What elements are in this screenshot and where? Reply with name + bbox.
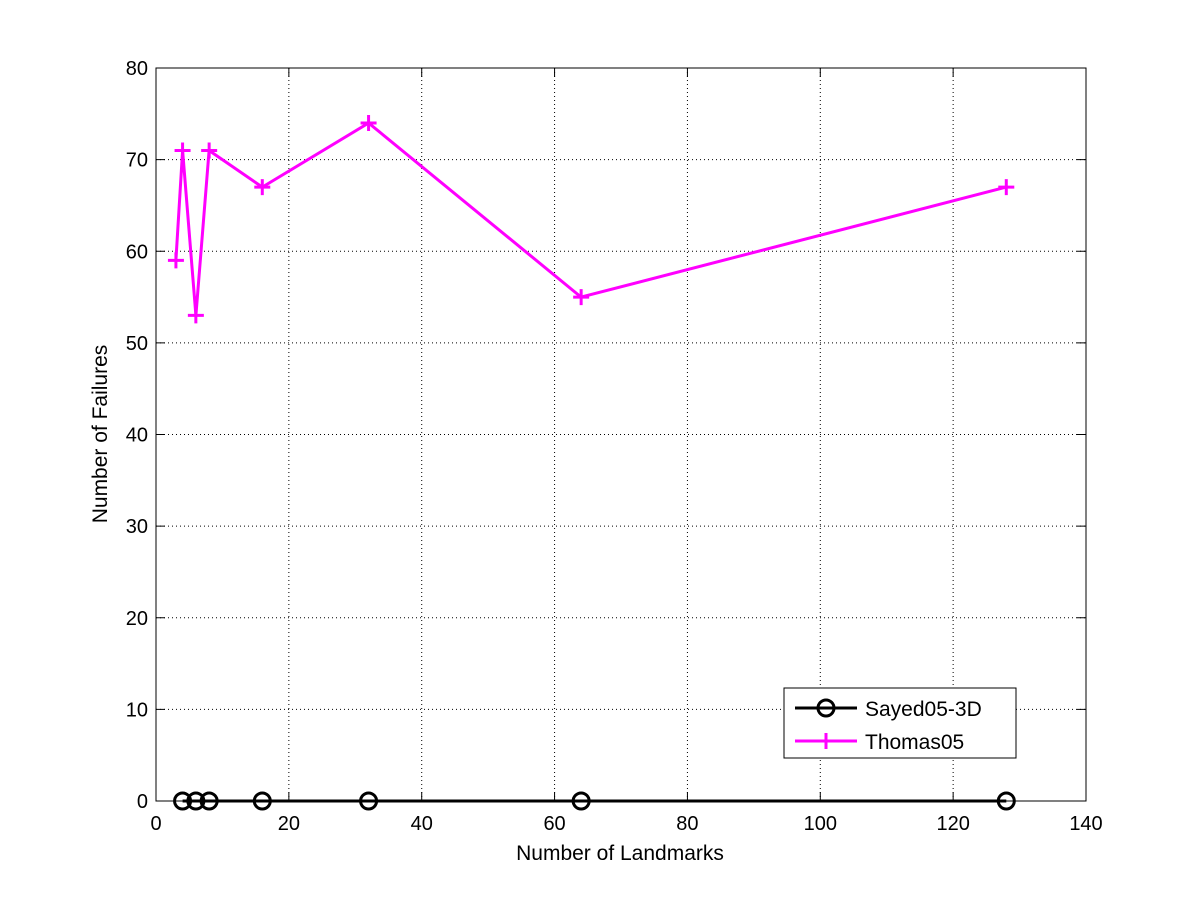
legend-label-thomas05: Thomas05 xyxy=(865,731,964,754)
y-tick-label: 50 xyxy=(126,333,148,355)
x-tick-label: 40 xyxy=(411,813,433,835)
x-tick-label: 100 xyxy=(804,813,837,835)
legend-marker-thomas05 xyxy=(818,733,834,749)
data-point-thomas05 xyxy=(998,179,1015,196)
data-point-thomas05 xyxy=(360,114,377,131)
data-point-thomas05 xyxy=(254,179,271,196)
data-point-thomas05 xyxy=(174,142,191,159)
x-tick-label: 0 xyxy=(150,813,161,835)
grid-lines xyxy=(156,68,1086,801)
y-tick-label: 80 xyxy=(126,58,148,80)
legend-marker-sayed05-3d xyxy=(816,698,836,718)
x-tick-label: 120 xyxy=(936,813,969,835)
data-point-thomas05 xyxy=(167,252,184,269)
x-tick-label: 140 xyxy=(1069,813,1102,835)
data-point-thomas05 xyxy=(187,307,204,324)
axis-ticks: 0 20 40 60 80 100 120 140 0 10 20 30 40 50 60 70 80 xyxy=(126,58,1103,835)
y-tick-label: 40 xyxy=(126,425,148,447)
data-point-thomas05 xyxy=(201,142,218,159)
series-line-thomas05 xyxy=(174,121,1007,317)
y-tick-label: 0 xyxy=(137,791,148,813)
y-tick-label: 70 xyxy=(126,150,148,172)
y-tick-label: 20 xyxy=(126,608,148,630)
legend: Sayed05-3D Thomas05 xyxy=(783,687,1017,759)
x-axis-label: Number of Landmarks xyxy=(516,842,724,865)
x-tick-label: 80 xyxy=(676,813,698,835)
y-axis-label: Number of Failures xyxy=(89,345,112,524)
y-tick-label: 10 xyxy=(126,699,148,721)
y-tick-label: 60 xyxy=(126,241,148,263)
data-point-thomas05 xyxy=(573,289,590,306)
x-tick-label: 20 xyxy=(278,813,300,835)
x-tick-label: 60 xyxy=(543,813,565,835)
legend-label-sayed05-3d: Sayed05-3D xyxy=(865,698,982,721)
y-tick-label: 30 xyxy=(126,516,148,538)
